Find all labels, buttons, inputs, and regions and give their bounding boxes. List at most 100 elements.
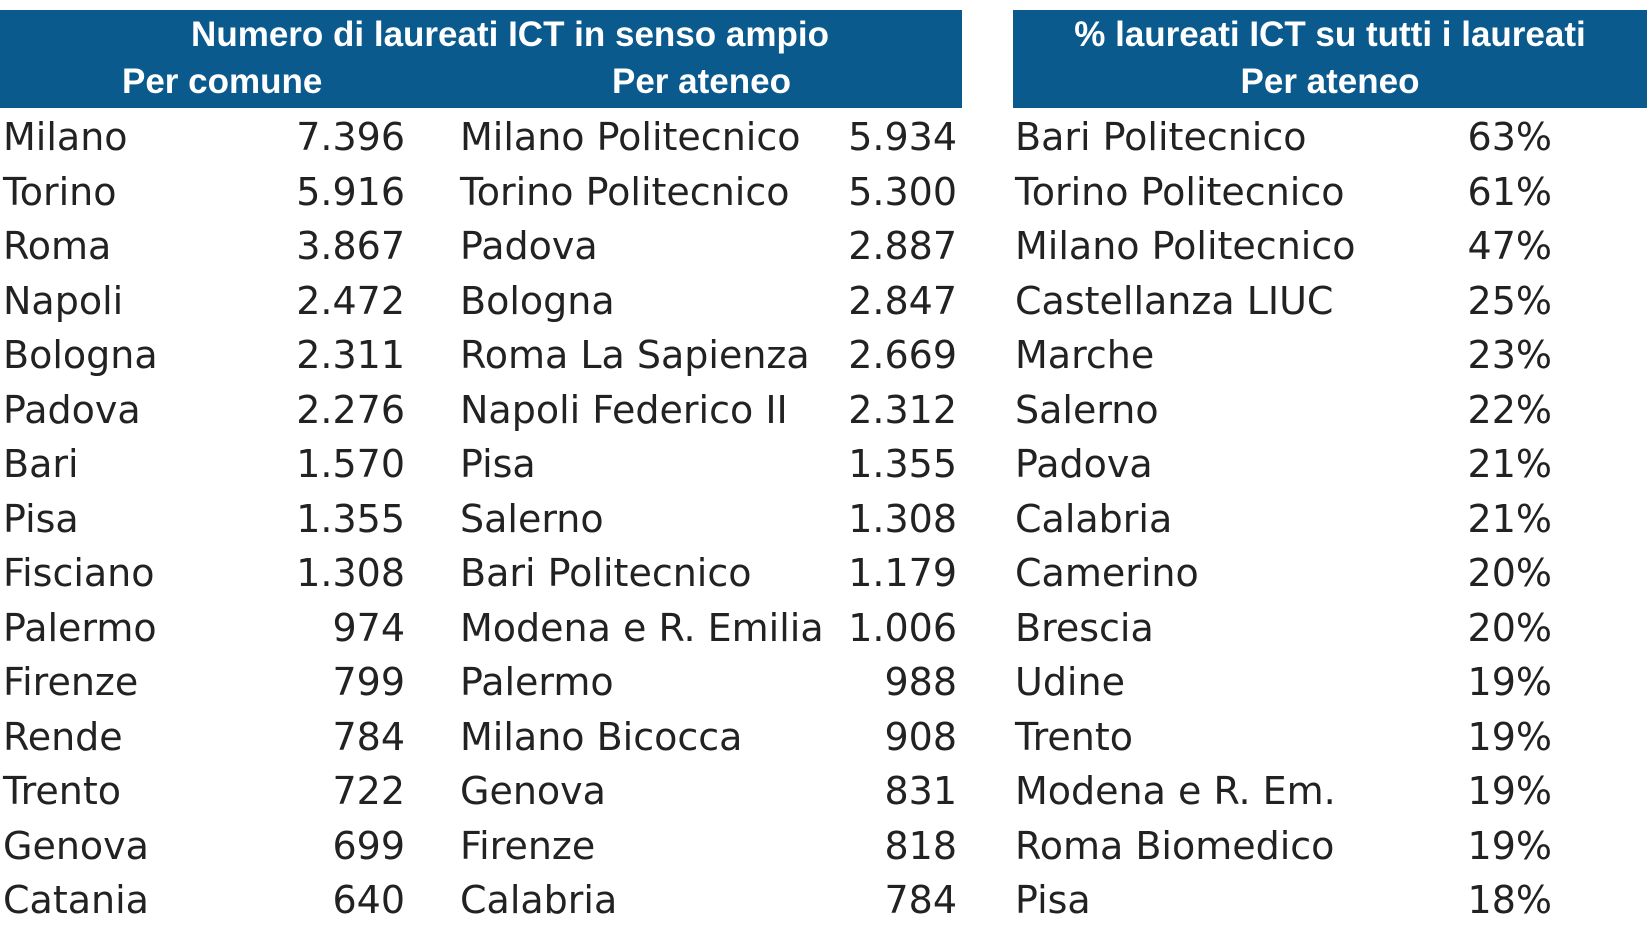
ateneo-name-cell: Calabria [460,878,618,922]
comune-name-cell: Palermo [3,605,157,650]
pct-ateneo-name-cell: Marche [1015,333,1155,377]
ateneo-count-cell: 2.312 [848,387,957,432]
ict-count-header: Numero di laureati ICT in senso ampio Pe… [0,10,962,108]
pct-ateneo-value-cell: 47% [1467,224,1552,268]
ateneo-name-cell: Milano Politecnico [460,115,801,159]
pct-ateneo-value-cell: 19% [1467,769,1552,813]
comune-name-cell: Catania [3,878,149,922]
comune-count-cell: 2.472 [296,278,405,323]
ateneo-name-cell: Pisa [460,442,536,486]
ateneo-count-cell: 784 [884,878,957,922]
comune-count-cell: 3.867 [296,224,405,268]
pct-ateneo-value-cell: 20% [1467,605,1552,650]
pct-ateneo-name-cell: Castellanza LIUC [1015,278,1334,323]
pct-ateneo-name-cell: Pisa [1015,878,1091,922]
pct-ateneo-name-cell: Roma Biomedico [1015,823,1335,868]
comune-name-cell: Milano [3,115,128,159]
comune-name-cell: Rende [3,714,123,759]
ateneo-count-cell: 2.887 [848,224,957,268]
pct-ateneo-name-cell: Milano Politecnico [1015,224,1356,268]
ateneo-name-cell: Roma La Sapienza [460,333,810,377]
ateneo-count-cell: 2.669 [848,333,957,377]
ateneo-name-cell: Padova [460,224,598,268]
comune-name-cell: Padova [3,387,141,432]
ateneo-count-cell: 1.179 [848,551,957,595]
ateneo-count-cell: 5.934 [848,115,957,159]
comune-count-cell: 699 [332,823,405,868]
ateneo-count-cell: 1.006 [848,605,957,650]
ateneo-count-cell: 988 [884,660,957,704]
ateneo-count-cell: 5.300 [848,169,957,214]
comune-count-cell: 2.311 [296,333,405,377]
pct-ateneo-value-cell: 21% [1467,442,1552,486]
per-ateneo-subheader: Per ateneo [612,62,791,101]
pct-ateneo-name-cell: Brescia [1015,605,1154,650]
ateneo-name-cell: Firenze [460,823,596,868]
comune-name-cell: Firenze [3,660,139,704]
comune-count-cell: 1.570 [296,442,405,486]
pct-ateneo-value-cell: 20% [1467,551,1552,595]
pct-ateneo-value-cell: 19% [1467,823,1552,868]
pct-ateneo-value-cell: 61% [1467,169,1552,214]
comune-name-cell: Genova [3,823,149,868]
per-comune-name-column: Milano Torino Roma Napoli Bologna Padova Bari P… [3,110,283,928]
ateneo-name-cell: Bologna [460,278,615,323]
comune-count-cell: 5.916 [296,169,405,214]
ateneo-count-cell: 1.308 [848,496,957,541]
comune-name-cell: Pisa [3,496,79,541]
comune-count-cell: 2.276 [296,387,405,432]
comune-count-cell: 640 [332,878,405,922]
pct-ateneo-value-cell: 63% [1467,115,1552,159]
per-comune-subheader: Per comune [122,62,323,101]
ict-pct-title: % laureati ICT su tutti i laureati [1074,15,1586,54]
ateneo-name-cell: Salerno [460,496,604,541]
ict-count-title: Numero di laureati ICT in senso ampio [191,15,829,54]
comune-count-cell: 722 [332,769,405,813]
pct-ateneo-value-cell: 19% [1467,660,1552,704]
pct-ateneo-name-cell: Udine [1015,660,1125,704]
ict-pct-header: % laureati ICT su tutti i laureati Per a… [1013,10,1647,108]
ateneo-name-cell: Bari Politecnico [460,551,752,595]
pct-ateneo-name-cell: Padova [1015,442,1153,486]
pct-ateneo-value-cell: 19% [1467,714,1552,759]
comune-count-cell: 974 [332,605,405,650]
ateneo-count-cell: 818 [884,823,957,868]
pct-ateneo-value-column: 63% 61% 47% 25% 23% 22% 21% 21% 20% 20% 19% 19% 19% 1… [1435,110,1552,928]
per-ateneo-name-column: Milano Politecnico Torino Politecnico Pado… [460,110,845,928]
pct-ateneo-name-cell: Bari Politecnico [1015,115,1307,159]
ateneo-name-cell: Milano Bicocca [460,714,743,759]
pct-ateneo-name-cell: Trento [1015,714,1134,759]
ateneo-count-cell: 908 [884,714,957,759]
ateneo-name-cell: Napoli Federico II [460,387,788,432]
pct-ateneo-name-cell: Camerino [1015,551,1199,595]
ateneo-count-cell: 831 [884,769,957,813]
pct-ateneo-name-column: Bari Politecnico Torino Politecnico Milano… [1015,110,1435,928]
comune-name-cell: Trento [3,769,122,813]
pct-ateneo-value-cell: 25% [1467,278,1552,323]
ateneo-name-cell: Genova [460,769,606,813]
pct-ateneo-name-cell: Calabria [1015,496,1173,541]
pct-ateneo-name-cell: Torino Politecnico [1015,169,1345,214]
comune-name-cell: Bari [3,442,79,486]
pct-ateneo-value-cell: 18% [1467,878,1552,922]
per-comune-value-column: 7.396 5.916 3.867 2.472 2.311 2.276 1.570 1.355… [285,110,405,928]
pct-ateneo-value-cell: 21% [1467,496,1552,541]
per-ateneo-value-column: 5.934 5.300 2.887 2.847 2.669 2.312 1.355 1.308… [845,110,957,928]
comune-count-cell: 784 [332,714,405,759]
comune-count-cell: 1.355 [296,496,405,541]
comune-name-cell: Roma [3,224,112,268]
comune-name-cell: Napoli [3,278,124,323]
comune-name-cell: Torino [3,169,117,214]
comune-count-cell: 799 [332,660,405,704]
ateneo-name-cell: Palermo [460,660,614,704]
comune-name-cell: Fisciano [3,551,155,595]
ateneo-name-cell: Modena e R. Emilia [460,605,824,650]
pct-per-ateneo-subheader: Per ateneo [1240,62,1420,101]
pct-ateneo-value-cell: 22% [1467,387,1552,432]
pct-ateneo-name-cell: Modena e R. Em. [1015,769,1336,813]
pct-ateneo-name-cell: Salerno [1015,387,1159,432]
ateneo-count-cell: 1.355 [848,442,957,486]
comune-name-cell: Bologna [3,333,158,377]
ateneo-count-cell: 2.847 [848,278,957,323]
comune-count-cell: 1.308 [296,551,405,595]
